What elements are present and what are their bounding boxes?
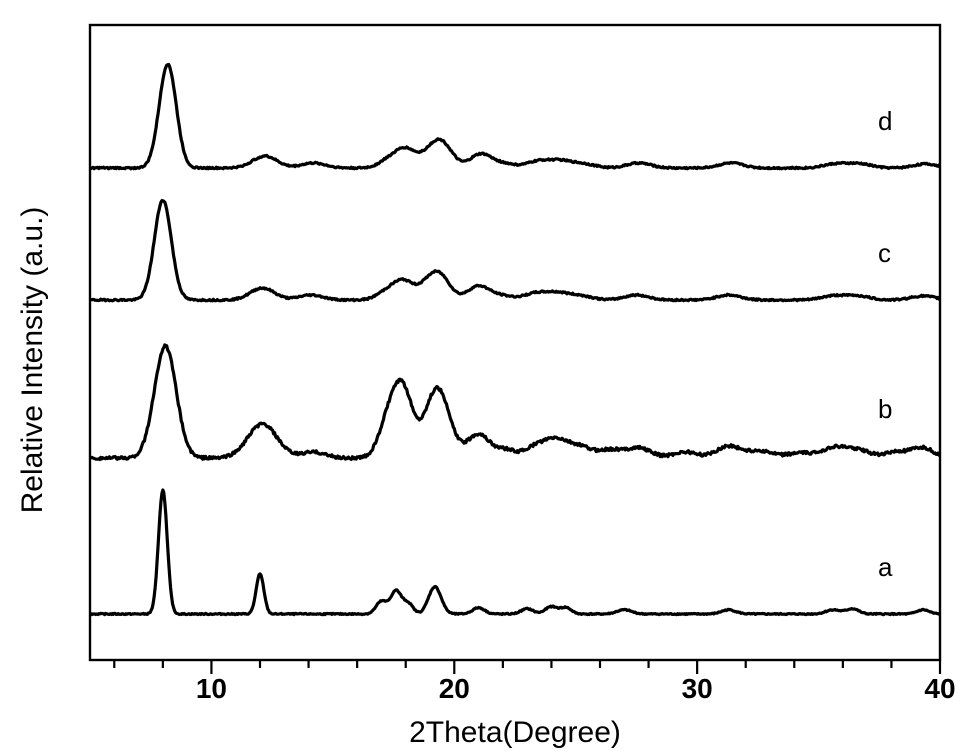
x-tick-label: 30 [682, 673, 713, 704]
x-tick-label: 20 [439, 673, 470, 704]
x-tick-label: 40 [924, 673, 955, 704]
xrd-chart: 10 20 30 40 2Theta(Degree) Relative Intensity… [0, 0, 975, 752]
chart-background [0, 0, 975, 752]
trace-label-b: b [878, 394, 892, 424]
trace-label-c: c [878, 238, 891, 268]
x-axis-label: 2Theta(Degree) [409, 716, 621, 749]
trace-label-d: d [878, 106, 892, 136]
x-tick-label: 10 [196, 673, 227, 704]
trace-label-a: a [878, 552, 893, 582]
y-axis-label: Relative Intensity (a.u.) [16, 207, 49, 514]
chart-svg: 10 20 30 40 2Theta(Degree) Relative Intensity… [0, 0, 975, 752]
